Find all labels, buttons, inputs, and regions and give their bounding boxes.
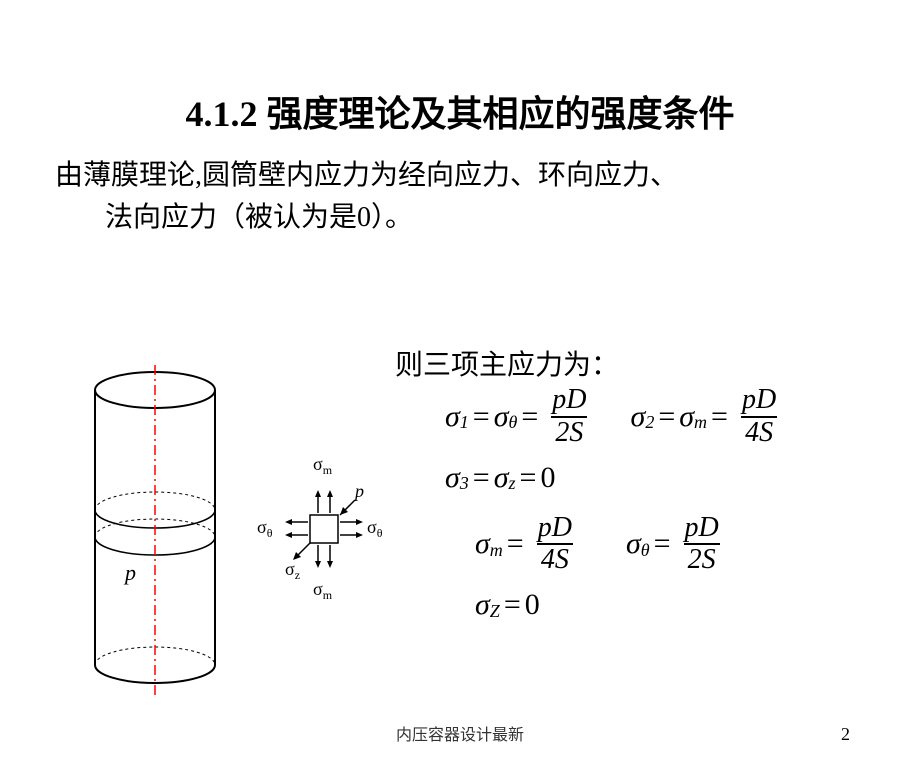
equation-row-3: σm = pD4S σθ = pD2S	[445, 513, 895, 577]
body-line-2: 法向应力（被认为是0）。	[105, 202, 413, 233]
equation-5: σθ = pD2S	[626, 513, 723, 577]
equations-block: σ1 = σθ = pD2S σ2 = σm = pD4S σ3 = σz = …	[445, 385, 895, 634]
stress-element-diagram: σm σm σθ σθ p σz	[255, 435, 395, 615]
equation-6: σZ = 0	[475, 588, 540, 622]
cylinder-diagram: p	[70, 365, 240, 695]
equation-2: σ2 = σm = pD4S	[631, 385, 781, 449]
equation-4: σm = pD4S	[475, 513, 576, 577]
footer-text: 内压容器设计最新	[0, 721, 920, 745]
cylinder-p-label: p	[123, 560, 136, 585]
equation-3: σ3 = σz = 0	[445, 461, 555, 495]
body-text: 由薄膜理论,圆筒壁内应力为经向应力、环向应力、 法向应力（被认为是0）。	[55, 155, 880, 239]
svg-text:σz: σz	[285, 559, 300, 582]
equation-row-2: σ3 = σz = 0	[445, 461, 895, 495]
svg-text:p: p	[353, 481, 364, 501]
svg-text:σm: σm	[313, 454, 333, 477]
page-number: 2	[841, 724, 850, 745]
svg-text:σθ: σθ	[257, 517, 273, 540]
body-line-1: 由薄膜理论,圆筒壁内应力为经向应力、环向应力、	[55, 160, 678, 191]
equation-row-4: σZ = 0	[445, 588, 895, 622]
equation-row-1: σ1 = σθ = pD2S σ2 = σm = pD4S	[445, 385, 895, 449]
svg-text:σm: σm	[313, 579, 333, 602]
slide-title: 4.1.2 强度理论及其相应的强度条件	[0, 85, 920, 137]
svg-text:σθ: σθ	[367, 517, 383, 540]
equation-1: σ1 = σθ = pD2S	[445, 385, 591, 449]
sub-title: 则三项主应力为：	[395, 343, 619, 383]
